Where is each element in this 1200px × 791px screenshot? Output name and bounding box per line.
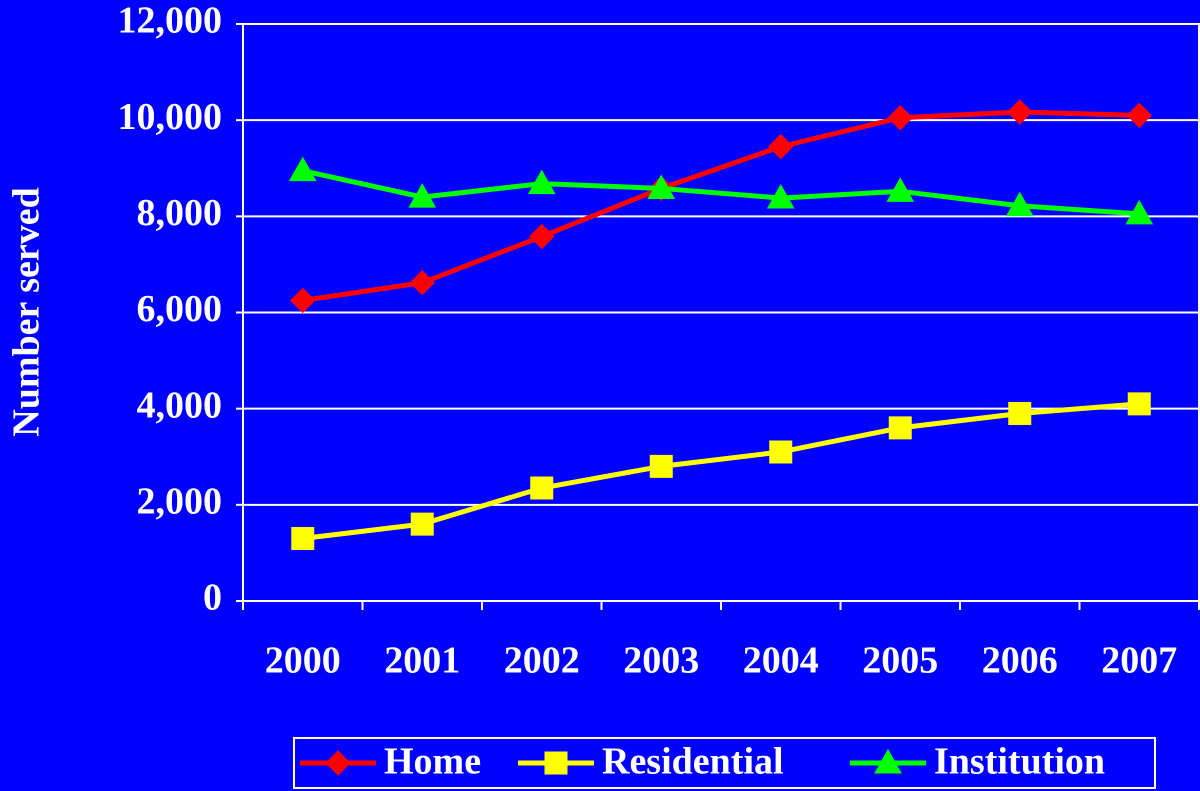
x-tick-label: 2002 (504, 640, 580, 682)
marker (1127, 392, 1151, 416)
legend-label: Institution (934, 741, 1105, 783)
marker (325, 750, 351, 776)
legend-box (293, 737, 1156, 789)
x-tick-label: 2001 (384, 640, 460, 682)
x-tick-label: 2006 (982, 640, 1058, 682)
y-tick-label: 2,000 (137, 481, 223, 523)
legend-label: Home (384, 741, 481, 783)
y-tick-label: 6,000 (137, 288, 223, 330)
marker (886, 177, 915, 202)
y-tick-label: 10,000 (118, 96, 223, 138)
marker (1008, 401, 1032, 425)
marker (409, 269, 435, 296)
marker (544, 751, 568, 775)
marker (769, 440, 793, 464)
x-tick-label: 2003 (623, 640, 699, 682)
marker (874, 748, 902, 774)
legend: Home Residential Institution (293, 737, 1156, 789)
x-tick-label: 2005 (862, 640, 938, 682)
y-tick-label: 8,000 (137, 192, 223, 234)
y-axis-label: Number served (6, 187, 48, 436)
y-tick-label: 12,000 (118, 0, 223, 42)
y-tick-label: 4,000 (137, 384, 223, 426)
legend-label: Residential (602, 741, 784, 783)
marker (1005, 191, 1034, 217)
x-tick-label: 2007 (1101, 640, 1177, 682)
marker (288, 156, 317, 182)
marker (647, 174, 676, 199)
x-tick-label: 2004 (743, 640, 819, 682)
marker (768, 133, 794, 160)
marker (1125, 199, 1154, 225)
marker (291, 526, 315, 550)
marker (530, 476, 554, 500)
marker (766, 184, 795, 209)
marker (887, 105, 913, 131)
marker (410, 512, 434, 536)
marker (1007, 99, 1033, 125)
series-line (302, 109, 1140, 303)
series-line (302, 401, 1140, 541)
marker (1126, 102, 1152, 129)
marker (290, 287, 316, 314)
marker (527, 169, 556, 195)
x-tick-label: 2000 (265, 640, 341, 682)
series-line (302, 168, 1140, 217)
marker (529, 223, 555, 250)
y-tick-label: 0 (203, 577, 222, 619)
marker (649, 454, 673, 478)
marker (888, 416, 912, 440)
marker (408, 183, 437, 208)
